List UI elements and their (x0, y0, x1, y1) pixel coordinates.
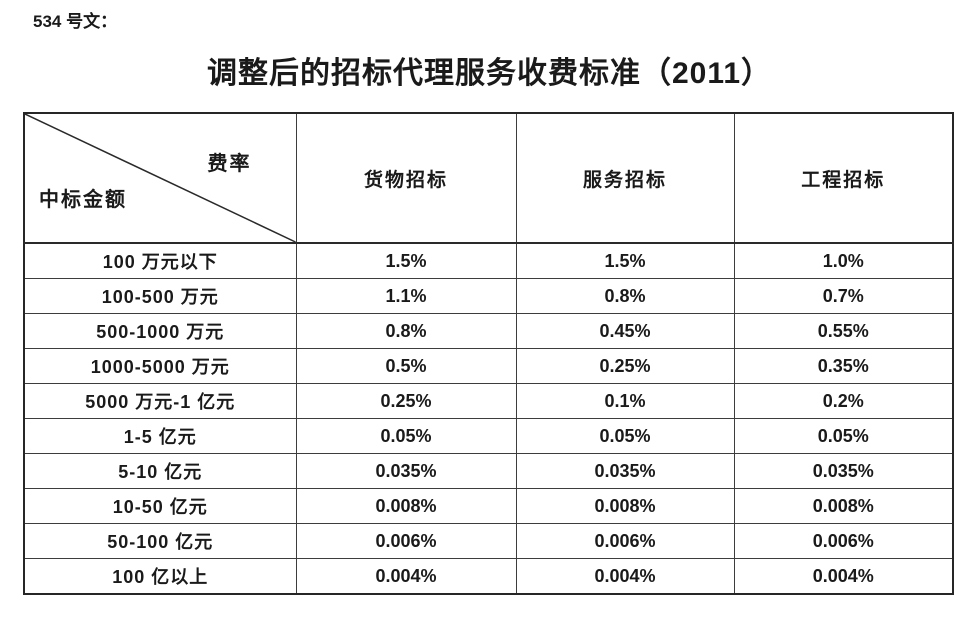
fee-value: 0.004% (515, 558, 735, 595)
column-header-2: 服务招标 (515, 112, 735, 244)
fee-value: 0.05% (733, 418, 954, 454)
page-title: 调整后的招标代理服务收费标准（2011） (206, 57, 773, 90)
fee-value: 0.8% (515, 278, 735, 314)
fee-value: 0.55% (733, 313, 954, 349)
diagonal-line (25, 114, 296, 242)
fee-value: 0.05% (295, 418, 517, 454)
table-row: 10-50 亿元 0.008% 0.008% 0.008% (23, 488, 954, 524)
fee-table-body: 100 万元以下 1.5% 1.5% 1.0% 100-500 万元 1.1% 0.8% 0.… (23, 242, 954, 595)
corner-label-amount: 中标金额 (39, 189, 127, 211)
table-row: 5000 万元-1 亿元 0.25% 0.1% 0.2% (23, 383, 954, 419)
fee-value: 0.006% (515, 523, 735, 559)
fee-value: 0.7% (733, 278, 954, 314)
row-label: 1-5 亿元 (23, 418, 297, 454)
fee-value: 0.035% (515, 453, 735, 489)
fee-value: 0.006% (295, 523, 517, 559)
table-row: 100-500 万元 1.1% 0.8% 0.7% (23, 278, 954, 314)
row-label: 10-50 亿元 (23, 488, 297, 524)
fee-value: 0.004% (733, 558, 954, 595)
fee-value: 0.1% (515, 383, 735, 419)
fee-value: 0.008% (733, 488, 954, 524)
doc-number-label: 534 号文： (33, 12, 118, 31)
row-label: 5-10 亿元 (23, 453, 297, 489)
table-row: 100 万元以下 1.5% 1.5% 1.0% (23, 242, 954, 279)
row-label: 50-100 亿元 (23, 523, 297, 559)
fee-value: 0.035% (295, 453, 517, 489)
table-row: 1-5 亿元 0.05% 0.05% 0.05% (23, 418, 954, 454)
table-row: 50-100 亿元 0.006% 0.006% 0.006% (23, 523, 954, 559)
fee-value: 0.8% (295, 313, 517, 349)
fee-value: 0.2% (733, 383, 954, 419)
fee-value: 0.008% (515, 488, 735, 524)
row-label: 100-500 万元 (23, 278, 297, 314)
fee-value: 0.35% (733, 348, 954, 384)
fee-value: 0.008% (295, 488, 517, 524)
table-row: 1000-5000 万元 0.5% 0.25% 0.35% (23, 348, 954, 384)
table-row: 500-1000 万元 0.8% 0.45% 0.55% (23, 313, 954, 349)
column-header-1: 货物招标 (295, 112, 517, 244)
fee-value: 0.05% (515, 418, 735, 454)
fee-value: 1.1% (295, 278, 517, 314)
corner-label-rate: 费率 (207, 153, 252, 175)
fee-value: 0.25% (295, 383, 517, 419)
fee-rate-table: 费率 中标金额 货物招标 服务招标 工程招标 100 万元以下 1.5% 1.5% 1.0… (23, 112, 954, 595)
row-label: 500-1000 万元 (23, 313, 297, 349)
fee-value: 1.5% (515, 242, 735, 279)
header-row: 费率 中标金额 货物招标 服务招标 工程招标 (23, 112, 954, 244)
fee-value: 0.25% (515, 348, 735, 384)
row-label: 5000 万元-1 亿元 (23, 383, 297, 419)
fee-value: 0.035% (733, 453, 954, 489)
fee-value: 0.5% (295, 348, 517, 384)
row-label: 100 亿以上 (23, 558, 297, 595)
corner-cell: 费率 中标金额 (23, 112, 297, 244)
fee-value: 1.5% (295, 242, 517, 279)
row-label: 1000-5000 万元 (23, 348, 297, 384)
fee-value: 0.006% (733, 523, 954, 559)
fee-value: 1.0% (733, 242, 954, 279)
row-label: 100 万元以下 (23, 242, 297, 279)
fee-value: 0.45% (515, 313, 735, 349)
fee-value: 0.004% (295, 558, 517, 595)
table-row: 5-10 亿元 0.035% 0.035% 0.035% (23, 453, 954, 489)
column-header-3: 工程招标 (733, 112, 954, 244)
table-row: 100 亿以上 0.004% 0.004% 0.004% (23, 558, 954, 595)
